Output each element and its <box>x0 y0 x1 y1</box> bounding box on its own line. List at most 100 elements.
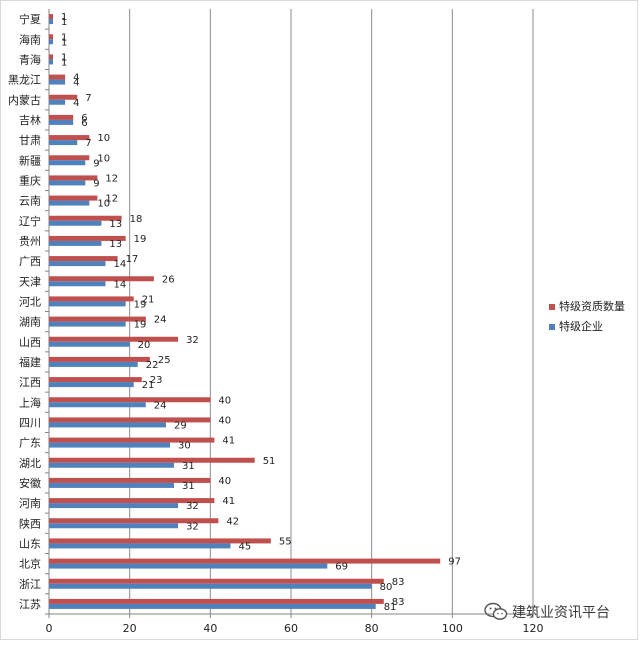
data-label: 1 <box>61 17 67 28</box>
category-label: 新疆 <box>19 153 41 167</box>
bar-qualification-count <box>49 316 146 322</box>
data-label: 12 <box>105 194 118 205</box>
data-label: 83 <box>392 577 405 588</box>
x-tick-label: 100 <box>442 622 463 635</box>
category-label: 江苏 <box>19 598 41 611</box>
data-label: 26 <box>162 274 175 285</box>
bar-enterprise-count <box>49 603 376 609</box>
data-label: 83 <box>392 597 405 608</box>
category-label: 湖南 <box>19 316 41 329</box>
bar-qualification-count <box>49 235 126 241</box>
data-label: 55 <box>279 536 292 547</box>
data-label: 7 <box>85 138 91 149</box>
category-label: 内蒙古 <box>8 93 41 107</box>
category-label: 福建 <box>19 355 41 369</box>
bar-qualification-count <box>49 356 150 362</box>
data-label: 24 <box>154 400 167 411</box>
bar-qualification-count <box>49 74 66 80</box>
data-label: 14 <box>113 259 126 270</box>
data-label: 12 <box>105 173 118 184</box>
category-label: 天津 <box>19 275 41 288</box>
data-label: 1 <box>61 12 67 23</box>
data-label: 6 <box>81 118 87 129</box>
bar-enterprise-count <box>49 523 179 529</box>
data-label: 31 <box>182 461 195 472</box>
bar-enterprise-count <box>49 462 175 468</box>
bar-qualification-count <box>49 417 211 423</box>
bar-enterprise-count <box>49 200 90 206</box>
data-label: 1 <box>61 32 67 43</box>
data-label: 1 <box>61 57 67 68</box>
bar-qualification-count <box>49 135 90 141</box>
data-label: 41 <box>222 436 235 447</box>
data-label: 32 <box>186 521 199 532</box>
data-label: 19 <box>134 299 147 310</box>
bar-qualification-count <box>49 276 154 282</box>
bar-enterprise-count <box>49 543 231 549</box>
bar-enterprise-count <box>49 220 102 226</box>
data-label: 40 <box>218 395 231 406</box>
bar-enterprise-count <box>49 99 66 105</box>
bar-enterprise-count <box>49 160 86 166</box>
bar-enterprise-count <box>49 382 134 388</box>
category-label: 贵州 <box>19 235 41 248</box>
legend-label-qualification: 特级资质数量 <box>559 299 625 313</box>
bar-qualification-count <box>49 558 441 564</box>
data-label: 51 <box>263 456 276 467</box>
watermark-text: 建筑业资讯平台 <box>512 605 610 621</box>
data-label: 13 <box>109 239 122 250</box>
legend-swatch-enterprise <box>549 324 555 330</box>
data-label: 42 <box>226 516 239 527</box>
category-label: 河北 <box>19 295 41 308</box>
bar-qualification-count <box>49 518 219 524</box>
data-label: 19 <box>134 234 147 245</box>
data-label: 22 <box>146 360 159 371</box>
x-tick-label: 40 <box>203 622 217 635</box>
data-label: 6 <box>81 113 87 124</box>
data-label: 21 <box>142 380 155 391</box>
bar-enterprise-count <box>49 240 102 246</box>
bar-enterprise-count <box>49 261 106 267</box>
bar-qualification-count <box>49 54 54 60</box>
x-tick-label: 20 <box>123 622 137 635</box>
data-label: 4 <box>73 73 79 84</box>
bar-enterprise-count <box>49 341 130 347</box>
bar-enterprise-count <box>49 39 54 45</box>
data-label: 10 <box>97 153 110 164</box>
category-label: 重庆 <box>19 173 41 187</box>
bar-enterprise-count <box>49 301 126 307</box>
bar-qualification-count <box>49 14 54 20</box>
data-label: 45 <box>239 541 252 552</box>
data-label: 23 <box>150 375 163 386</box>
bar-enterprise-count <box>49 59 54 65</box>
bar-qualification-count <box>49 256 118 262</box>
data-label: 1 <box>61 37 67 48</box>
bar-qualification-count <box>49 336 179 342</box>
bar-qualification-count <box>49 195 98 201</box>
category-label: 辽宁 <box>19 214 41 228</box>
category-label: 北京 <box>19 557 41 571</box>
category-label: 江西 <box>19 376 41 389</box>
bar-qualification-count <box>49 175 98 181</box>
x-tick-label: 80 <box>365 622 379 635</box>
category-label: 四川 <box>19 416 41 429</box>
data-label: 32 <box>186 335 199 346</box>
bar-qualification-count <box>49 397 211 403</box>
data-label: 20 <box>138 340 151 351</box>
category-label: 安徽 <box>19 476 41 490</box>
bar-qualification-count <box>49 296 134 302</box>
data-label: 14 <box>113 279 126 290</box>
data-label: 40 <box>218 476 231 487</box>
bar-qualification-count <box>49 437 215 443</box>
watermark: 建筑业资讯平台 <box>484 600 634 624</box>
data-label: 24 <box>154 315 167 326</box>
data-label: 10 <box>97 133 110 144</box>
bar-enterprise-count <box>49 19 54 25</box>
bar-qualification-count <box>49 538 271 544</box>
bar-enterprise-count <box>49 402 146 408</box>
data-label: 7 <box>85 93 91 104</box>
bar-enterprise-count <box>49 140 78 146</box>
data-label: 29 <box>174 420 187 431</box>
category-label: 海南 <box>19 32 41 46</box>
